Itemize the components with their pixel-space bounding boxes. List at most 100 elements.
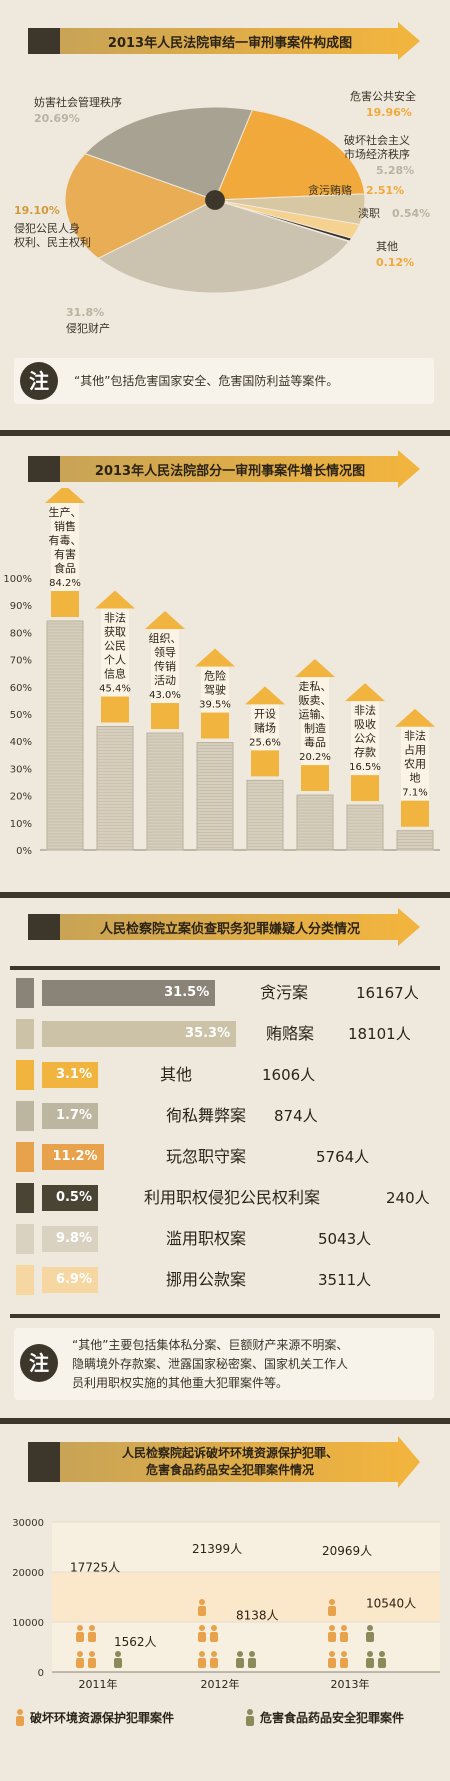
- pct-tanwu: 2.51%: [366, 184, 405, 197]
- growth-bar-6: [346, 804, 384, 851]
- env-person-icon: [88, 1651, 96, 1668]
- pie-slice-7: [84, 106, 254, 201]
- label-pohuai-2: 市场经济秩序: [344, 148, 410, 161]
- growth-label-0: 生产、: [49, 505, 82, 519]
- proc-name: 利用职权侵犯公民权利案: [144, 1188, 321, 1207]
- pros-ytick: 20000: [12, 1568, 44, 1579]
- proc-name: 贿赂案: [266, 1024, 315, 1043]
- growth-label-2: 组织、: [149, 631, 182, 645]
- proc-count: 1606人: [262, 1066, 316, 1084]
- growth-value-5: 20.2%: [299, 752, 331, 763]
- env-person-icon: [328, 1625, 336, 1642]
- proc-row-4: 11.2% 玩忽职守案 5764人: [16, 1142, 446, 1172]
- pros-env-label-0: 17725人: [70, 1560, 120, 1574]
- food-person-icon: [366, 1651, 374, 1668]
- proc-bar: 6.9%: [42, 1267, 98, 1293]
- prosecution-section: 人民检察院起诉破坏环境资源保护犯罪、 危害食品药品安全犯罪案件情况 30000 2…: [0, 1428, 450, 1781]
- divider-1: [0, 430, 450, 436]
- growth-banner: 2013年人民法院部分一审刑事案件增长情况图: [28, 450, 420, 488]
- env-person-icon: [198, 1651, 206, 1668]
- proc-count: 874人: [274, 1107, 318, 1125]
- growth-label-0: 有害: [54, 547, 76, 561]
- pros-year-2: 2013年: [331, 1677, 370, 1691]
- env-person-icon: [198, 1625, 206, 1642]
- proc-bar: 0.5%: [42, 1185, 98, 1211]
- pros-env-label-2: 20969人: [322, 1544, 372, 1558]
- proc-bar: 3.1%: [42, 1062, 98, 1088]
- growth-label-5: 毒品: [304, 736, 326, 749]
- pie-note-text: “其他”包括危害国家安全、危害国防利益等案件。: [74, 374, 339, 388]
- growth-label-1: 非法: [104, 611, 126, 625]
- proc-name: 贪污案: [260, 983, 309, 1002]
- growth-label-0: 食品: [54, 561, 76, 575]
- growth-value-1: 45.4%: [99, 684, 131, 695]
- proc-count: 3511人: [318, 1271, 372, 1289]
- proc-swatch: [16, 1019, 34, 1049]
- proc-count: 18101人: [348, 1025, 411, 1043]
- proc-row-7: 6.9% 挪用公款案 3511人: [16, 1265, 446, 1295]
- proc-row-3: 1.7% 徇私舞弊案 874人: [16, 1101, 446, 1131]
- growth-section: 2013年人民法院部分一审刑事案件增长情况图 100% 90% 80% 70% 60% 5…: [0, 440, 450, 880]
- proc-swatch: [16, 1183, 34, 1213]
- growth-value-4: 25.6%: [249, 737, 281, 748]
- legend-env: 破坏环境资源保护犯罪案件: [30, 1710, 174, 1725]
- pros-year-0: 2011年: [79, 1677, 118, 1691]
- growth-bar-4: [246, 779, 284, 851]
- env-person-icon: [210, 1625, 218, 1642]
- growth-ytick: 20%: [10, 792, 32, 803]
- proc-title: 人民检察院立案侦查职务犯罪嫌疑人分类情况: [99, 922, 360, 937]
- env-person-icon: [340, 1625, 348, 1642]
- growth-label-3: 驾驶: [204, 683, 226, 697]
- pros-food-label-2: 10540人: [366, 1596, 416, 1610]
- growth-label-5: 贩卖、: [299, 694, 332, 707]
- env-person-icon: [328, 1651, 336, 1668]
- env-person-icon: [76, 1651, 84, 1668]
- growth-label-2: 领导: [154, 646, 176, 659]
- growth-label-7: 地: [410, 772, 421, 785]
- food-person-icon: [114, 1651, 122, 1668]
- proc-bar: 11.2%: [42, 1144, 104, 1170]
- pct-weihai: 19.96%: [366, 106, 412, 119]
- label-tanwu: 贪污贿赂: [308, 184, 352, 197]
- growth-ytick: 10%: [10, 819, 32, 830]
- proc-count: 5764人: [316, 1148, 370, 1166]
- proc-swatch: [16, 1265, 34, 1295]
- growth-label-6: 非法: [354, 703, 376, 717]
- label-fanghai: 妨害社会管理秩序: [34, 96, 122, 109]
- proc-swatch: [16, 978, 34, 1008]
- proc-swatch: [16, 1060, 34, 1090]
- proc-note-line-1: “其他”主要包括集体私分案、巨额财产来源不明案、: [72, 1338, 349, 1352]
- growth-label-1: 获取: [104, 626, 126, 639]
- proc-swatch: [16, 1101, 34, 1131]
- growth-ytick: 80%: [10, 628, 32, 639]
- growth-value-2: 43.0%: [149, 690, 181, 701]
- divider-2: [0, 892, 450, 898]
- growth-bar-2: [146, 732, 184, 851]
- growth-label-2: 传销: [154, 659, 176, 673]
- note-badge: 注: [20, 362, 58, 400]
- proc-name: 滥用职权案: [166, 1229, 247, 1248]
- food-person-icon: [378, 1651, 386, 1668]
- procuratorate-section: 人民检察院立案侦查职务犯罪嫌疑人分类情况 31.5% 贪污案 16167人 35.3%…: [0, 900, 450, 1350]
- pros-food-label-0: 1562人: [114, 1635, 157, 1649]
- proc-name: 徇私舞弊案: [166, 1106, 247, 1125]
- pct-renshen: 19.10%: [14, 204, 60, 217]
- growth-value-7: 7.1%: [402, 788, 427, 799]
- proc-count: 16167人: [356, 984, 419, 1002]
- growth-label-7: 农用: [404, 757, 426, 771]
- label-duzhi: 渎职: [358, 207, 380, 220]
- growth-label-1: 个人: [104, 654, 126, 667]
- proc-name: 挪用公款案: [166, 1270, 247, 1289]
- proc-banner: 人民检察院立案侦查职务犯罪嫌疑人分类情况: [28, 908, 420, 946]
- pros-ytick: 0: [38, 1668, 44, 1679]
- pie-center: [205, 190, 225, 210]
- env-person-icon: [340, 1651, 348, 1668]
- proc-note-line-3: 员利用职权实施的其他重大犯罪案件等。: [72, 1376, 289, 1390]
- pct-qita: 0.12%: [376, 256, 415, 269]
- growth-ytick: 30%: [10, 764, 32, 775]
- proc-note-line-2: 隐瞒境外存款案、泄露国家秘密案、国家机关工作人: [72, 1357, 349, 1371]
- legend-food: 危害食品药品安全犯罪案件: [259, 1710, 404, 1725]
- divider-3: [0, 1418, 450, 1424]
- env-person-icon: [328, 1599, 336, 1616]
- proc-note-badge: 注: [20, 1344, 58, 1382]
